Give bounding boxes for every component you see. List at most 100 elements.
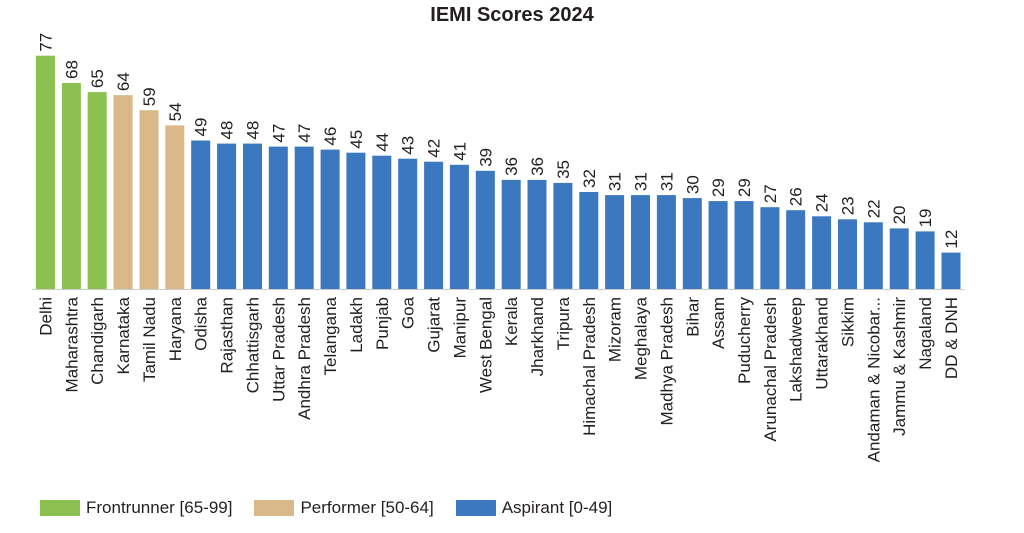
- value-label: 35: [554, 160, 573, 179]
- category-label: Odisha: [192, 296, 211, 350]
- value-label: 36: [528, 157, 547, 176]
- bar: [708, 201, 728, 289]
- category-label: Chandigarh: [88, 297, 107, 385]
- bar: [87, 92, 107, 289]
- value-label: 54: [166, 102, 185, 121]
- category-labels-layer: Delhi Maharashtra Chandigarh Karnataka Tamil…: [37, 296, 962, 462]
- bar: [889, 228, 909, 289]
- value-label: 41: [450, 142, 469, 161]
- bar: [941, 252, 961, 289]
- bar: [915, 231, 935, 289]
- category-label: Madhya Pradesh: [657, 297, 676, 426]
- value-label: 64: [114, 72, 133, 91]
- value-label: 68: [62, 60, 81, 79]
- category-label: Tripura: [554, 296, 573, 350]
- category-label: Andhra Pradesh: [295, 297, 314, 420]
- value-label: 23: [839, 196, 858, 215]
- value-label: 48: [244, 121, 263, 140]
- value-label: 26: [787, 187, 806, 206]
- category-label: Haryana: [166, 296, 185, 361]
- chart-title: IEMI Scores 2024: [430, 4, 594, 26]
- bar: [682, 198, 702, 289]
- category-label: Assam: [709, 297, 728, 349]
- category-label: Jharkhand: [528, 297, 547, 376]
- legend-label-performer: Performer [50-64]: [300, 498, 434, 517]
- category-label: Maharashtra: [62, 296, 81, 392]
- bar: [294, 146, 314, 289]
- legend-item-aspirant: Aspirant [0-49]: [455, 498, 612, 518]
- category-label: Telangana: [321, 296, 340, 375]
- bar: [139, 110, 159, 289]
- legend-item-performer: Performer [50-64]: [254, 498, 434, 518]
- bar-chart: 77 68 65 64 59 54 49 48 48 47 47 46 45 44 43 42 41 39 36 36…: [32, 33, 965, 462]
- category-label: Himachal Pradesh: [580, 297, 599, 436]
- legend: Frontrunner [65-99] Performer [50-64] As…: [40, 494, 634, 522]
- bar: [812, 216, 832, 289]
- category-label: Kerala: [502, 296, 521, 346]
- category-label: Rajasthan: [218, 297, 237, 374]
- value-label: 65: [88, 69, 107, 88]
- bar: [191, 140, 211, 289]
- value-label: 22: [864, 199, 883, 218]
- category-label: Goa: [399, 296, 418, 329]
- bar: [501, 179, 521, 289]
- category-label: Uttarakhand: [813, 297, 832, 390]
- value-label: 42: [425, 139, 444, 158]
- category-label: Mizoram: [606, 297, 625, 362]
- bar: [527, 179, 547, 289]
- legend-item-frontrunner: Frontrunner [65-99]: [40, 498, 232, 518]
- value-label: 49: [192, 118, 211, 137]
- value-label: 43: [399, 136, 418, 155]
- bar: [36, 55, 55, 290]
- bar: [579, 192, 599, 289]
- bar: [165, 125, 185, 290]
- bar: [553, 182, 573, 289]
- value-label: 77: [37, 33, 56, 52]
- value-label: 20: [890, 205, 909, 224]
- bar: [734, 201, 754, 289]
- bars-layer: [36, 55, 961, 290]
- value-label: 32: [580, 169, 599, 188]
- value-label: 31: [657, 172, 676, 191]
- value-label: 47: [295, 124, 314, 143]
- category-label: Delhi: [37, 297, 56, 336]
- category-label: DD & DNH: [942, 297, 961, 379]
- category-label: Bihar: [683, 297, 702, 337]
- category-label: Manipur: [450, 297, 469, 359]
- bar: [424, 161, 444, 289]
- bar: [863, 222, 883, 289]
- bar: [760, 207, 780, 289]
- category-label: Karnataka: [114, 296, 133, 374]
- bar: [475, 170, 495, 289]
- category-label: Punjab: [373, 297, 392, 350]
- category-label: Lakshadweep: [787, 297, 806, 402]
- category-label: Meghalaya: [632, 296, 651, 380]
- bar: [631, 195, 650, 289]
- bar: [786, 210, 806, 289]
- bar: [372, 155, 392, 289]
- value-labels-layer: 77 68 65 64 59 54 49 48 48 47 47 46 45 44 43 42 41 39 36 36…: [37, 33, 962, 249]
- bar: [346, 152, 366, 289]
- value-label: 27: [761, 184, 780, 203]
- value-label: 59: [140, 87, 159, 106]
- category-label: Chhattisgarh: [244, 297, 263, 393]
- category-label: Jammu & Kashmir: [890, 297, 909, 436]
- value-label: 39: [476, 148, 495, 167]
- legend-label-frontrunner: Frontrunner [65-99]: [86, 498, 233, 517]
- value-label: 12: [942, 230, 961, 249]
- value-label: 24: [813, 193, 832, 212]
- category-label: Tamil Nadu: [140, 297, 159, 382]
- value-label: 31: [632, 172, 651, 191]
- bar: [243, 143, 262, 289]
- value-label: 44: [373, 133, 392, 152]
- bar: [61, 83, 81, 289]
- value-label: 19: [916, 208, 935, 227]
- legend-swatch-frontrunner: [40, 500, 80, 516]
- category-label: Puducherry: [735, 297, 754, 384]
- bar: [268, 146, 288, 289]
- legend-swatch-performer: [254, 500, 295, 516]
- value-label: 30: [683, 175, 702, 194]
- category-label: Nagaland: [916, 297, 935, 370]
- bar: [656, 195, 676, 289]
- bar: [320, 149, 340, 289]
